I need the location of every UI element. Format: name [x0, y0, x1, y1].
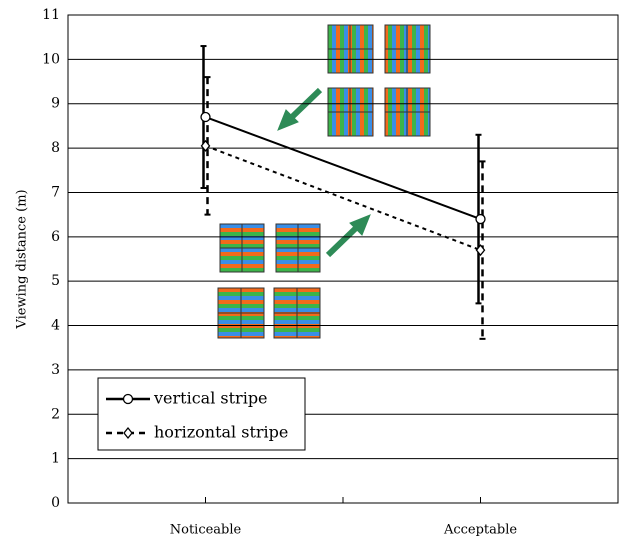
- y-tick-label: 10: [42, 51, 60, 67]
- y-tick-label: 2: [51, 406, 60, 422]
- data-point: [200, 139, 211, 152]
- series-line: [205, 116, 481, 221]
- y-tick-label: 0: [51, 495, 60, 511]
- data-point: [475, 244, 486, 257]
- series-line: [205, 144, 481, 252]
- y-tick-label: 6: [51, 229, 60, 245]
- y-tick-label: 1: [51, 451, 60, 467]
- x-tick-label: Acceptable: [443, 523, 517, 538]
- y-tick-label: 8: [51, 140, 60, 156]
- legend-marker: [123, 426, 133, 440]
- y-tick-label: 11: [42, 7, 60, 23]
- legend-label: vertical stripe: [153, 389, 268, 408]
- illustration: [217, 24, 431, 339]
- legend-box: [97, 377, 306, 451]
- y-tick-label: 9: [51, 96, 60, 112]
- y-tick-label: 5: [51, 273, 60, 289]
- y-tick-label: 7: [51, 184, 60, 200]
- y-axis-label: Viewing distance (m): [15, 189, 30, 329]
- legend-label: horizontal stripe: [154, 423, 288, 442]
- legend-marker: [122, 393, 134, 405]
- data-point: [475, 213, 486, 225]
- y-tick-label: 4: [51, 318, 60, 334]
- y-tick-label: 3: [51, 362, 60, 378]
- data-point: [200, 111, 211, 123]
- x-tick-label: Noticeable: [170, 523, 242, 538]
